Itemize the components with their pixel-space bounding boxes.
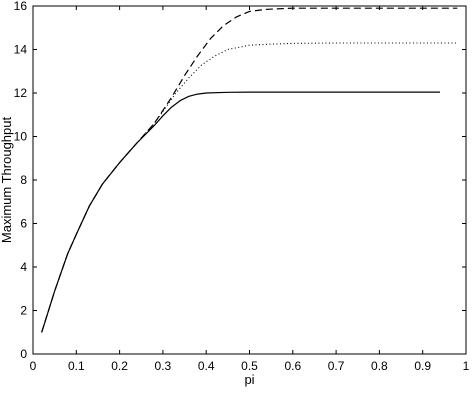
- y-axis: 0 2 4 6 8 10 12 14 16: [14, 0, 466, 361]
- y-tick-label: 6: [20, 217, 27, 231]
- x-tick-label: 0.5: [241, 359, 258, 373]
- plot-frame: [32, 5, 467, 355]
- x-tick-label: 0.2: [111, 359, 128, 373]
- x-tick-label: 0.4: [198, 359, 215, 373]
- series-line-solid: [41, 91, 440, 333]
- y-tick-label: 10: [14, 130, 28, 144]
- y-tick-label: 2: [20, 304, 27, 318]
- x-tick-label: 1: [463, 359, 470, 373]
- y-tick-label: 14: [14, 43, 28, 57]
- x-axis-label: pi: [244, 372, 254, 387]
- x-tick-label: 0.6: [284, 359, 301, 373]
- y-tick-label: 0: [20, 347, 27, 361]
- y-tick-label: 8: [20, 173, 27, 187]
- x-tick-label: 0.3: [155, 359, 172, 373]
- y-tick-label: 16: [14, 0, 28, 13]
- x-tick-label: 0: [30, 359, 37, 373]
- x-tick-label: 0.7: [328, 359, 345, 373]
- x-axis: 0 0.1 0.2 0.3 0.4 0.5 0.6 0.7 0.8 0.9 1: [30, 6, 470, 373]
- x-tick-label: 0.1: [68, 359, 85, 373]
- x-tick-label: 0.9: [414, 359, 431, 373]
- y-tick-label: 4: [20, 260, 27, 274]
- x-tick-label: 0.8: [371, 359, 388, 373]
- series-line-dashed: [41, 7, 458, 333]
- series-group: [41, 7, 458, 333]
- series-line-dotted: [41, 42, 458, 333]
- y-axis-label: Maximum Throughput: [0, 117, 14, 244]
- y-tick-label: 12: [14, 86, 28, 100]
